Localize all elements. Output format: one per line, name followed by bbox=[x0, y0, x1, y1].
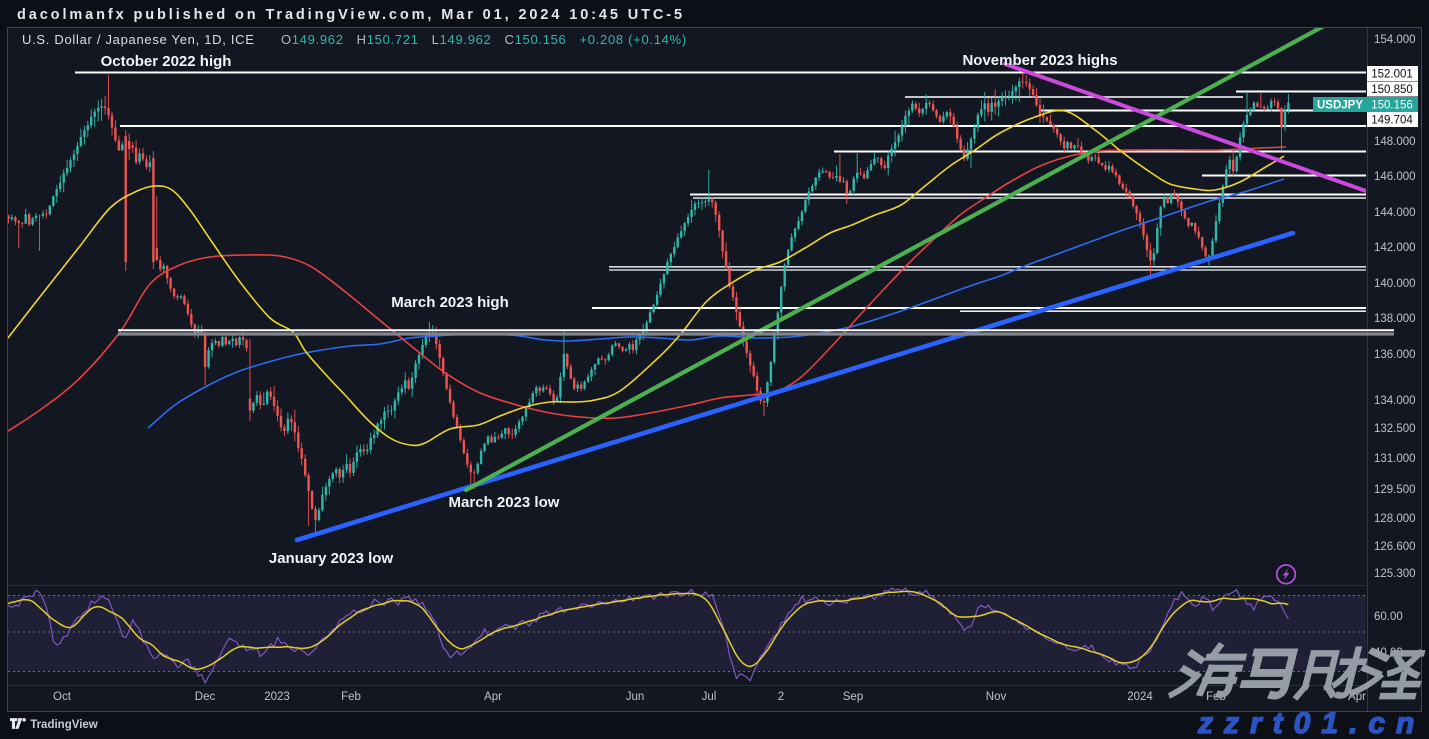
svg-text:2023: 2023 bbox=[264, 691, 290, 703]
svg-text:Dec: Dec bbox=[195, 691, 216, 703]
svg-text:150.850: 150.850 bbox=[1371, 84, 1413, 96]
svg-text:131.000: 131.000 bbox=[1374, 453, 1416, 465]
svg-text:146.000: 146.000 bbox=[1374, 171, 1416, 183]
svg-text:142.000: 142.000 bbox=[1374, 242, 1416, 254]
svg-text:Feb: Feb bbox=[341, 691, 361, 703]
svg-text:March 2023 low: March 2023 low bbox=[449, 494, 560, 511]
svg-text:November 2023 highs: November 2023 highs bbox=[962, 52, 1117, 69]
svg-text:Apr: Apr bbox=[484, 691, 502, 703]
svg-text:October 2022 high: October 2022 high bbox=[101, 53, 232, 70]
svg-text:Sep: Sep bbox=[843, 691, 863, 703]
svg-text:136.000: 136.000 bbox=[1374, 349, 1416, 361]
svg-text:Jul: Jul bbox=[702, 691, 717, 703]
svg-text:2024: 2024 bbox=[1127, 691, 1153, 703]
svg-text:60.00: 60.00 bbox=[1374, 611, 1403, 623]
svg-text:2: 2 bbox=[778, 691, 784, 703]
svg-text:152.001: 152.001 bbox=[1371, 69, 1413, 81]
svg-text:134.000: 134.000 bbox=[1374, 395, 1416, 407]
svg-text:Nov: Nov bbox=[986, 691, 1007, 703]
svg-text:128.000: 128.000 bbox=[1374, 513, 1416, 525]
svg-text:Jun: Jun bbox=[626, 691, 645, 703]
svg-text:144.000: 144.000 bbox=[1374, 207, 1416, 219]
svg-text:148.000: 148.000 bbox=[1374, 136, 1416, 148]
svg-text:132.500: 132.500 bbox=[1374, 423, 1416, 435]
svg-text:January 2023 low: January 2023 low bbox=[269, 550, 394, 567]
svg-text:Oct: Oct bbox=[53, 691, 72, 703]
svg-text:129.500: 129.500 bbox=[1374, 484, 1416, 496]
svg-text:140.000: 140.000 bbox=[1374, 278, 1416, 290]
svg-text:USDJPY: USDJPY bbox=[1317, 100, 1363, 112]
svg-text:126.600: 126.600 bbox=[1374, 541, 1416, 553]
svg-text:150.156: 150.156 bbox=[1371, 100, 1413, 112]
svg-text:138.000: 138.000 bbox=[1374, 313, 1416, 325]
svg-text:March 2023 high: March 2023 high bbox=[391, 294, 509, 311]
svg-text:154.000: 154.000 bbox=[1374, 34, 1416, 46]
svg-text:149.704: 149.704 bbox=[1371, 115, 1413, 127]
svg-text:125.300: 125.300 bbox=[1374, 568, 1416, 580]
